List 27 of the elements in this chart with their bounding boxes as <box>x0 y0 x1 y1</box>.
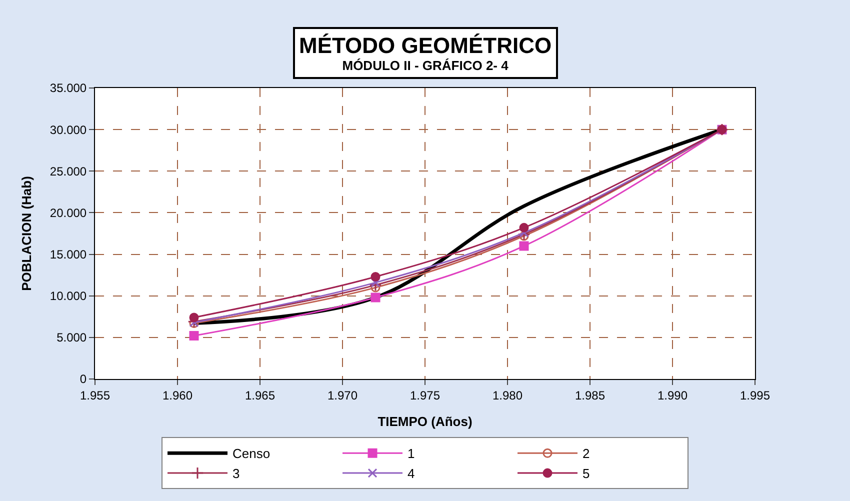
x-tick-label: 1.990 <box>657 388 688 402</box>
y-tick-label: 5.000 <box>56 330 87 345</box>
x-tick-label: 1.995 <box>740 388 770 402</box>
legend-label: 3 <box>232 466 240 482</box>
x-tick-label: 1.980 <box>492 388 523 402</box>
x-tick-label: 1.965 <box>244 388 276 402</box>
legend-label: 5 <box>582 466 590 482</box>
x-tick-label: 1.985 <box>574 388 606 402</box>
legend-label: 2 <box>582 446 590 462</box>
y-axis-title: POBLACION (Hab) <box>18 176 34 291</box>
x-tick-label: 1.955 <box>80 388 110 402</box>
chart-title: MÉTODO GEOMÉTRICO <box>299 33 552 58</box>
y-tick-label: 20.000 <box>50 206 87 220</box>
legend-label: 1 <box>408 446 415 462</box>
x-tick-label: 1.975 <box>410 388 440 402</box>
legend-label: Censo <box>232 446 270 462</box>
x-axis-title: TIEMPO (Años) <box>378 414 472 429</box>
y-tick-label: 30.000 <box>50 122 87 137</box>
y-tick-label: 25.000 <box>50 164 87 178</box>
x-tick-label: 1.970 <box>327 388 358 402</box>
y-tick-label: 0 <box>80 372 87 386</box>
legend-label: 4 <box>408 466 415 482</box>
y-tick-label: 15.000 <box>50 247 87 262</box>
y-tick-label: 10.000 <box>50 289 87 304</box>
chart-subtitle: MÓDULO II - GRÁFICO 2- 4 <box>342 58 510 73</box>
y-tick-label: 35.000 <box>50 81 87 96</box>
x-tick-label: 1.960 <box>162 388 193 402</box>
